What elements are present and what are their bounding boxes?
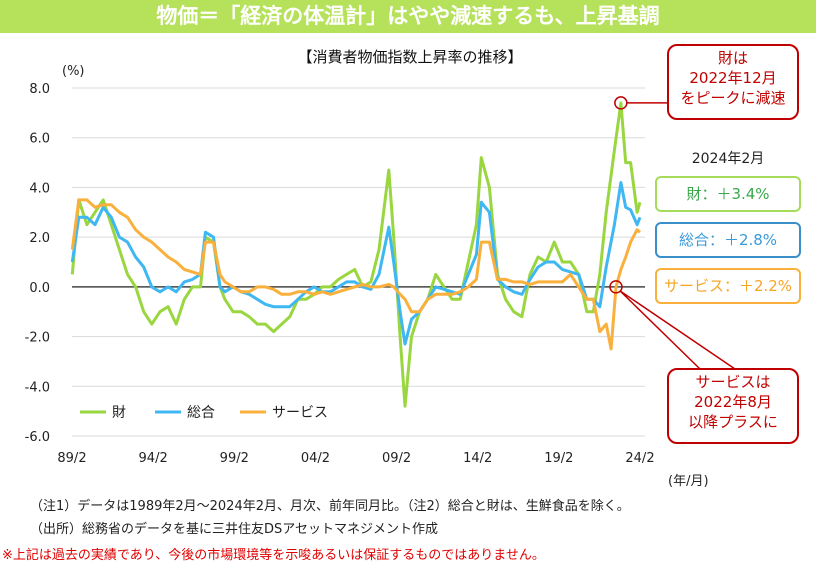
annotation-line: サービスは	[695, 373, 771, 391]
latest-services-box: サービス：＋2.2%	[655, 268, 801, 304]
x-tick-label: 94/2	[139, 451, 168, 466]
y-tick-label: 0.0	[29, 281, 50, 296]
latest-total-box: 総合：＋2.8%	[655, 222, 801, 258]
slide-header: 物価＝「経済の体温計」はやや減速するも、上昇基調	[0, 0, 816, 33]
services-marker-circle	[609, 280, 623, 294]
latest-date: 2024年2月	[691, 151, 765, 167]
x-tick-label: 89/2	[57, 451, 86, 466]
x-axis-unit: (年/月)	[668, 474, 709, 489]
source-note: （出所）総務省のデータを基に三井住友DSアセットマネジメント作成	[30, 522, 439, 537]
annotation-line: 財は	[717, 49, 748, 67]
annotation-services-plus: サービスは 2022年8月 以降プラスに	[667, 368, 799, 444]
legend-label: 総合	[187, 405, 215, 421]
callout-pointer	[619, 290, 736, 370]
disclaimer: ※上記は過去の実績であり、今後の市場環境等を示唆あるいは保証するものではありませ…	[2, 548, 545, 562]
legend-label: 財	[112, 405, 126, 421]
series-line-サービス	[70, 198, 641, 351]
annotation-line: 2022年12月	[689, 69, 777, 87]
annotation-line: 2022年8月	[694, 393, 772, 411]
x-tick-label: 04/2	[301, 451, 330, 466]
x-tick-label: 09/2	[382, 451, 411, 466]
y-tick-label: 2.0	[29, 231, 50, 246]
chart-title: 【消費者物価指数上昇率の推移】	[297, 48, 523, 66]
x-tick-label: 19/2	[544, 451, 573, 466]
x-tick-label: 14/2	[463, 451, 492, 466]
y-tick-label: 8.0	[29, 82, 50, 97]
series-line-財	[70, 101, 642, 408]
series-line-総合	[70, 181, 642, 346]
annotation-goods-peak: 財は 2022年12月 をピークに減速	[667, 44, 799, 120]
y-tick-label: -2.0	[25, 331, 50, 346]
annotation-line: 以降プラスに	[688, 413, 778, 431]
note-1: （注1）データは1989年2月～2024年2月、月次、前年同月比。（注2）総合と…	[30, 499, 630, 514]
y-tick-label: 6.0	[29, 132, 50, 147]
annotation-line: をピークに減速	[680, 89, 786, 107]
y-tick-label: -6.0	[25, 430, 50, 445]
latest-goods-box: 財：＋3.4%	[655, 176, 801, 212]
y-tick-label: -4.0	[25, 380, 50, 395]
y-axis-unit: (%)	[62, 64, 85, 79]
legend-label: サービス	[272, 405, 328, 421]
x-tick-label: 99/2	[220, 451, 249, 466]
y-tick-label: 4.0	[29, 181, 50, 196]
x-tick-label: 24/2	[625, 451, 654, 466]
